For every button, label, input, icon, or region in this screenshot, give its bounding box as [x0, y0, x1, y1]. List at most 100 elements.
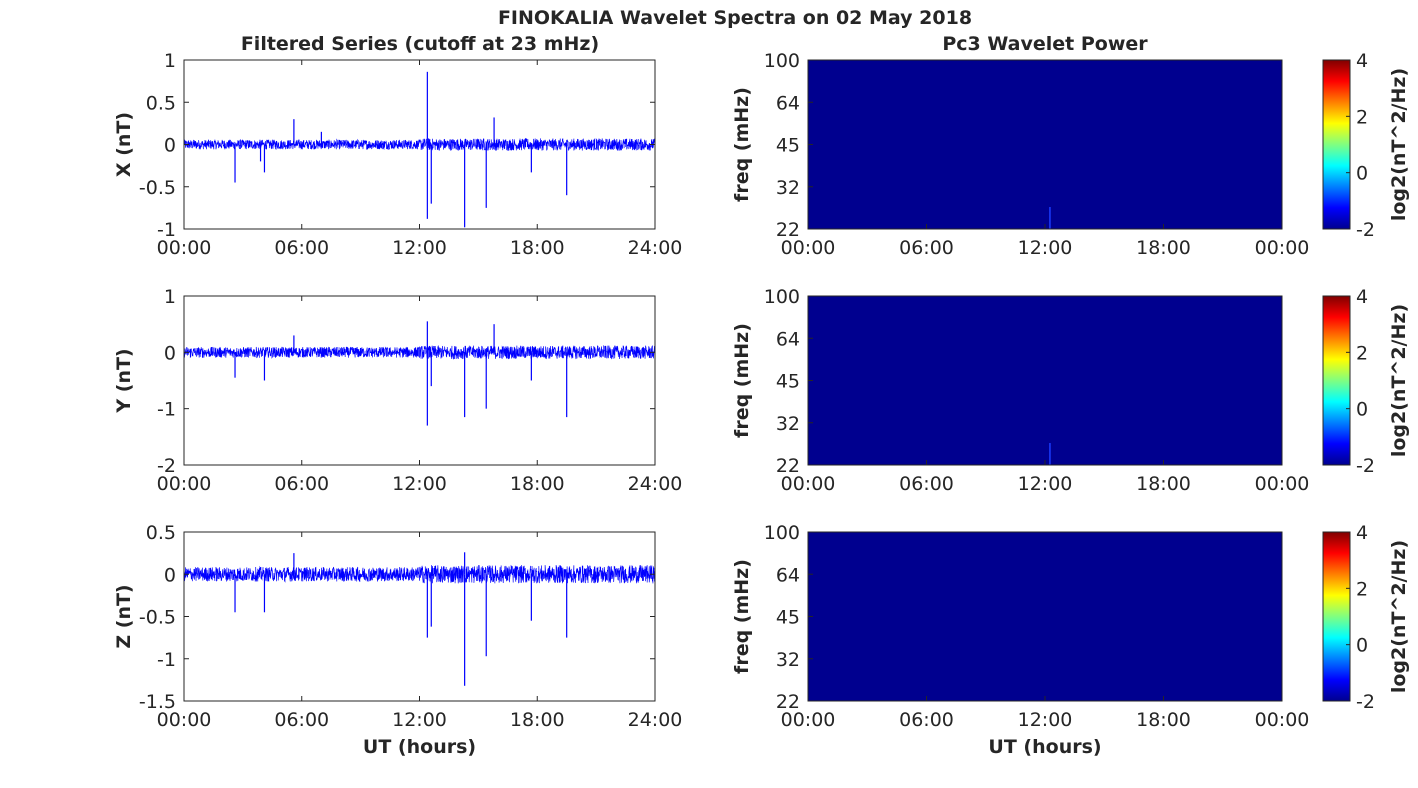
- spectrum-image: [808, 532, 1282, 701]
- colorbar-tick-label: 0: [1356, 163, 1368, 185]
- ytick-label: 32: [776, 413, 800, 435]
- ytick-label: 0: [164, 342, 176, 364]
- trace-y: [183, 344, 656, 360]
- xtick-label: 00:00: [157, 709, 212, 731]
- colorbar-label: log2(nT^2/Hz): [1388, 68, 1410, 221]
- panels: 10.50-0.5-100:00 06:00 12:00 18:00 24:00X (n…: [113, 50, 1410, 758]
- left-column-title: Filtered Series (cutoff at 23 mHz): [241, 33, 599, 55]
- ytick-label: 45: [776, 607, 800, 629]
- ylabel: freq (mHz): [731, 323, 753, 438]
- xtick-label: 12:00: [1018, 237, 1073, 259]
- colorbar-tick-label: 2: [1356, 342, 1368, 364]
- xtick-label: 00:00: [781, 237, 836, 259]
- xtick-label: 18:00: [1136, 473, 1191, 495]
- xlabel: UT (hours): [988, 736, 1101, 758]
- ytick-label: 45: [776, 371, 800, 393]
- panel-x-line: 1 0.5 0 -0.5 -100:00 06:00 12:00 18:00 24:00 X (n…: [113, 50, 682, 259]
- xtick-label: 06:00: [274, 237, 329, 259]
- ytick-label: 1: [164, 286, 176, 308]
- colorbar: 4 2 0 -2 log2(nT^2/Hz): [1322, 522, 1410, 713]
- ytick-label: 22: [776, 455, 800, 477]
- ytick-label: -1: [157, 219, 176, 241]
- panel-y-line: 1 0 -1 -200:00 06:00 12:00 18:00 24:00 Y (nT): [113, 286, 682, 495]
- colorbar-tick-label: 2: [1356, 106, 1368, 128]
- panel-z-line: 0.5 0 -0.5 -1 -1.500:00 06:00 12:00 18:00 24:00 Z…: [113, 522, 682, 758]
- ytick-label: 0.5: [146, 522, 176, 544]
- xtick-label: 00:00: [1255, 709, 1310, 731]
- xtick-label: 06:00: [899, 237, 954, 259]
- xtick-label: 18:00: [1136, 709, 1191, 731]
- xtick-label: 06:00: [274, 709, 329, 731]
- ylabel: Z (nT): [113, 584, 135, 648]
- trace-x: [183, 137, 656, 151]
- xtick-label: 24:00: [628, 709, 683, 731]
- xlabel: UT (hours): [363, 736, 476, 758]
- xtick-label: 06:00: [274, 473, 329, 495]
- xtick-label: 24:00: [628, 473, 683, 495]
- xtick-label: 00:00: [1255, 473, 1310, 495]
- xtick-label: 18:00: [510, 709, 565, 731]
- xtick-label: 12:00: [1018, 473, 1073, 495]
- right-column-title: Pc3 Wavelet Power: [942, 33, 1148, 55]
- xtick-label: 00:00: [157, 237, 212, 259]
- spectrum-image: [808, 60, 1282, 229]
- figure-title: FINOKALIA Wavelet Spectra on 02 May 2018: [498, 7, 972, 29]
- ytick-label: 100: [764, 50, 800, 72]
- colorbar: 4 2 0 -2 log2(nT^2/Hz): [1322, 286, 1410, 477]
- colorbar-tick-label: -2: [1356, 455, 1375, 477]
- trace-z: [183, 564, 656, 584]
- ytick-label: -0.5: [139, 607, 176, 629]
- colorbar: 4 2 0 -2 log2(nT^2/Hz): [1322, 50, 1410, 241]
- xtick-label: 12:00: [392, 473, 447, 495]
- xtick-label: 18:00: [510, 237, 565, 259]
- xtick-label: 24:00: [628, 237, 683, 259]
- colorbar-gradient: [1322, 59, 1351, 230]
- xtick-label: 12:00: [392, 709, 447, 731]
- ytick-label: 64: [776, 328, 800, 350]
- colorbar-tick-label: 4: [1356, 522, 1368, 544]
- colorbar-label: log2(nT^2/Hz): [1388, 540, 1410, 693]
- spectrum-image: [808, 296, 1282, 465]
- colorbar-tick-label: -2: [1356, 691, 1375, 713]
- xtick-label: 06:00: [899, 473, 954, 495]
- colorbar-tick-label: 0: [1356, 399, 1368, 421]
- ytick-label: -2: [157, 455, 176, 477]
- colorbar-label: log2(nT^2/Hz): [1388, 304, 1410, 457]
- xtick-label: 00:00: [1255, 237, 1310, 259]
- colorbar-tick-label: 0: [1356, 635, 1368, 657]
- xtick-label: 12:00: [1018, 709, 1073, 731]
- xtick-label: 00:00: [157, 473, 212, 495]
- ytick-label: 64: [776, 564, 800, 586]
- ytick-label: 45: [776, 135, 800, 157]
- ytick-label: 0: [164, 564, 176, 586]
- colorbar-tick-label: 4: [1356, 286, 1368, 308]
- ytick-label: -1: [157, 399, 176, 421]
- ytick-label: -1: [157, 649, 176, 671]
- ytick-label: 100: [764, 522, 800, 544]
- xtick-label: 00:00: [781, 709, 836, 731]
- plot-area: [184, 532, 655, 701]
- ylabel: freq (mHz): [731, 87, 753, 202]
- ytick-label: 0: [164, 135, 176, 157]
- xtick-label: 06:00: [899, 709, 954, 731]
- ytick-label: 0.5: [146, 92, 176, 114]
- colorbar-tick-label: -2: [1356, 219, 1375, 241]
- xtick-label: 00:00: [781, 473, 836, 495]
- xtick-label: 18:00: [510, 473, 565, 495]
- colorbar-gradient: [1322, 531, 1351, 702]
- colorbar-tick-label: 4: [1356, 50, 1368, 72]
- ytick-label: -1.5: [139, 691, 176, 713]
- ylabel: freq (mHz): [731, 559, 753, 674]
- plot-area: [184, 296, 655, 465]
- ytick-label: 1: [164, 50, 176, 72]
- ytick-label: -0.5: [139, 177, 176, 199]
- ylabel: Y (nT): [113, 348, 135, 413]
- colorbar-gradient: [1322, 295, 1351, 466]
- ytick-label: 22: [776, 219, 800, 241]
- ytick-label: 32: [776, 177, 800, 199]
- xtick-label: 12:00: [392, 237, 447, 259]
